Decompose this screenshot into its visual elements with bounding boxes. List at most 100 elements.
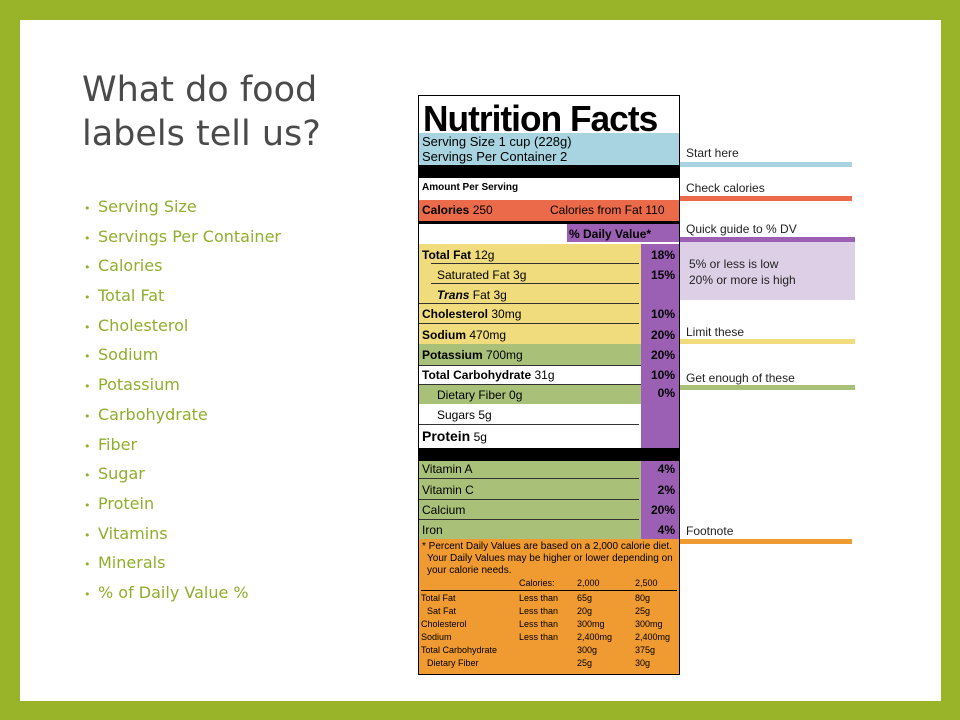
sodium-pct: 20% <box>650 328 675 342</box>
vitamin-dv-column <box>641 461 679 539</box>
nutrition-facts-title: Nutrition Facts <box>423 98 658 139</box>
bullet-dot: • <box>84 231 91 245</box>
bullet-dot: • <box>84 498 91 512</box>
daily-values-table: Calories: 2,000 2,500 Total Fat Less tha… <box>419 578 681 674</box>
table-row: Cholesterol <box>421 619 467 629</box>
callout-quick-guide: Quick guide to % DV <box>686 222 797 236</box>
total-carbohydrate: Total Carbohydrate 31g <box>422 368 555 382</box>
sugars: Sugars 5g <box>437 408 492 422</box>
dv-guide-box <box>680 242 855 300</box>
bullet-item: • Servings Per Container <box>84 222 281 252</box>
saturated-fat-pct: 15% <box>650 268 675 282</box>
calories-from-fat: Calories from Fat 110 <box>550 203 665 217</box>
serving-size: Serving Size 1 cup (228g) <box>422 134 572 149</box>
total-carb-pct: 10% <box>650 368 675 382</box>
calcium: Calcium <box>422 503 466 517</box>
protein: Protein 5g <box>422 428 487 444</box>
vitamin-c-pct: 2% <box>657 483 675 497</box>
amount-per-serving: Amount Per Serving <box>422 182 519 193</box>
potassium-pct: 20% <box>650 348 675 362</box>
bullet-dot: • <box>84 380 91 394</box>
callout-check-calories: Check calories <box>686 181 765 195</box>
divider <box>419 478 639 479</box>
fiber-band <box>419 385 641 404</box>
bullet-dot: • <box>84 558 91 572</box>
total-fat: Total Fat 12g <box>422 248 495 262</box>
table-header-2000: 2,000 <box>577 578 600 588</box>
table-row: Sat Fat <box>427 606 457 616</box>
table-header-calories: Calories: <box>519 578 555 588</box>
cholesterol-pct: 10% <box>650 307 675 321</box>
table-row: Total Fat <box>421 593 456 603</box>
bullet-item: • Sugar <box>84 459 281 489</box>
bullet-dot: • <box>84 409 91 423</box>
limit-band <box>419 244 641 355</box>
vitamins-band <box>419 461 641 539</box>
dv-header-purple <box>567 224 679 242</box>
slide-title: What do food labels tell us? <box>82 70 321 154</box>
calcium-pct: 20% <box>650 503 675 517</box>
callout-get-enough: Get enough of these <box>686 371 795 385</box>
start-here-line <box>600 162 852 167</box>
limit-these-line <box>600 339 855 344</box>
sodium: Sodium 470mg <box>422 328 507 342</box>
bullet-item: • Carbohydrate <box>84 400 281 430</box>
callout-limit-these: Limit these <box>686 325 745 339</box>
calories-band <box>419 200 679 221</box>
iron-pct: 4% <box>657 523 675 537</box>
divider <box>431 263 639 264</box>
bullet-dot: • <box>84 587 91 601</box>
table-row: Dietary Fiber <box>427 658 479 668</box>
table-header-2500: 2,500 <box>635 578 658 588</box>
dietary-fiber: Dietary Fiber 0g <box>437 388 523 402</box>
potassium: Potassium 700mg <box>422 348 523 362</box>
bullet-item: • Sodium <box>84 340 281 370</box>
bullet-item: • Cholesterol <box>84 311 281 341</box>
iron: Iron <box>422 523 443 537</box>
bullet-item: • Serving Size <box>84 192 281 222</box>
table-row: Total Carbohydrate <box>421 645 498 655</box>
divider <box>431 283 639 284</box>
bullet-dot: • <box>84 469 91 483</box>
table-divider <box>421 590 677 591</box>
bullet-item: • Potassium <box>84 370 281 400</box>
servings-per-container: Servings Per Container 2 <box>422 149 568 164</box>
bullet-list: • Serving Size • Servings Per Container • C… <box>84 192 281 608</box>
callout-high-note: 20% or more is high <box>689 273 796 287</box>
get-enough-line <box>600 385 855 390</box>
bullet-dot: • <box>84 261 91 275</box>
dv-column <box>641 244 679 449</box>
footnote-line-1: * Percent Daily Values are based on a 2,… <box>422 541 672 552</box>
vitamin-c: Vitamin C <box>422 483 474 497</box>
bullet-dot: • <box>84 320 91 334</box>
bullet-item: • Calories <box>84 251 281 281</box>
serving-band <box>419 133 679 165</box>
divider <box>419 323 639 324</box>
divider <box>419 303 639 304</box>
cholesterol: Cholesterol 30mg <box>422 307 522 321</box>
divider <box>419 519 639 520</box>
callout-low-note: 5% or less is low <box>689 257 779 271</box>
divider <box>419 424 639 425</box>
vitamin-a: Vitamin A <box>422 462 473 476</box>
callout-start-here: Start here <box>686 146 739 160</box>
footnote-line-3: your calorie needs. <box>427 565 512 576</box>
footnote-line-2: Your Daily Values may be higher or lower… <box>427 553 673 564</box>
potassium-band <box>419 344 641 365</box>
bullet-item: • Protein <box>84 489 281 519</box>
bullet-item: • Total Fat <box>84 281 281 311</box>
nutrition-facts-label: Nutrition Facts Serving Size 1 cup (228g… <box>418 95 680 675</box>
bullet-dot: • <box>84 202 91 215</box>
vitamin-a-pct: 4% <box>657 462 675 476</box>
table-row: Sodium <box>421 632 452 642</box>
divider <box>419 499 639 500</box>
daily-value-header: % Daily Value* <box>569 227 652 241</box>
callout-footnote: Footnote <box>686 524 734 538</box>
trans-fat: Trans Fat 3g <box>437 288 507 302</box>
calories-row: Calories 250 <box>422 203 493 217</box>
bullet-item: •% of Daily Value % <box>84 578 281 608</box>
bullet-dot: • <box>84 291 91 305</box>
bullet-item: • Fiber <box>84 430 281 460</box>
fiber-pct: 0% <box>657 386 675 400</box>
saturated-fat: Saturated Fat 3g <box>437 268 527 282</box>
